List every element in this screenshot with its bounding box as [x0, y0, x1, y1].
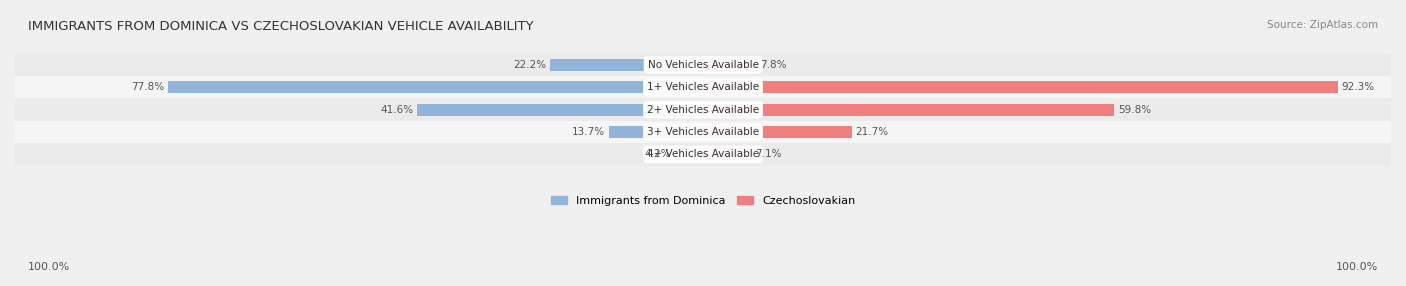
Bar	[15, 98, 1391, 121]
Text: 92.3%: 92.3%	[1341, 82, 1375, 92]
Bar	[15, 121, 1391, 143]
Text: 100.0%: 100.0%	[1336, 262, 1378, 272]
Bar	[703, 104, 1115, 116]
Bar	[703, 81, 1339, 94]
Bar	[703, 59, 756, 71]
Bar	[673, 148, 703, 160]
Bar	[15, 76, 1391, 98]
Text: 41.6%: 41.6%	[380, 105, 413, 115]
Text: IMMIGRANTS FROM DOMINICA VS CZECHOSLOVAKIAN VEHICLE AVAILABILITY: IMMIGRANTS FROM DOMINICA VS CZECHOSLOVAK…	[28, 20, 534, 33]
Text: 22.2%: 22.2%	[513, 60, 547, 70]
Bar	[416, 104, 703, 116]
Text: Source: ZipAtlas.com: Source: ZipAtlas.com	[1267, 20, 1378, 30]
Bar	[703, 148, 752, 160]
Text: 1+ Vehicles Available: 1+ Vehicles Available	[647, 82, 759, 92]
Bar	[15, 143, 1391, 166]
Text: 21.7%: 21.7%	[856, 127, 889, 137]
Bar	[609, 126, 703, 138]
Text: No Vehicles Available: No Vehicles Available	[648, 60, 758, 70]
Text: 3+ Vehicles Available: 3+ Vehicles Available	[647, 127, 759, 137]
Text: 7.8%: 7.8%	[761, 60, 786, 70]
Legend: Immigrants from Dominica, Czechoslovakian: Immigrants from Dominica, Czechoslovakia…	[546, 191, 860, 210]
Bar	[15, 54, 1391, 76]
Text: 7.1%: 7.1%	[755, 149, 782, 159]
Text: 100.0%: 100.0%	[28, 262, 70, 272]
Bar	[703, 126, 852, 138]
Text: 13.7%: 13.7%	[572, 127, 606, 137]
Text: 59.8%: 59.8%	[1118, 105, 1152, 115]
Text: 4.2%: 4.2%	[644, 149, 671, 159]
Bar	[550, 59, 703, 71]
Text: 2+ Vehicles Available: 2+ Vehicles Available	[647, 105, 759, 115]
Bar	[167, 81, 703, 94]
Text: 4+ Vehicles Available: 4+ Vehicles Available	[647, 149, 759, 159]
Text: 77.8%: 77.8%	[131, 82, 165, 92]
